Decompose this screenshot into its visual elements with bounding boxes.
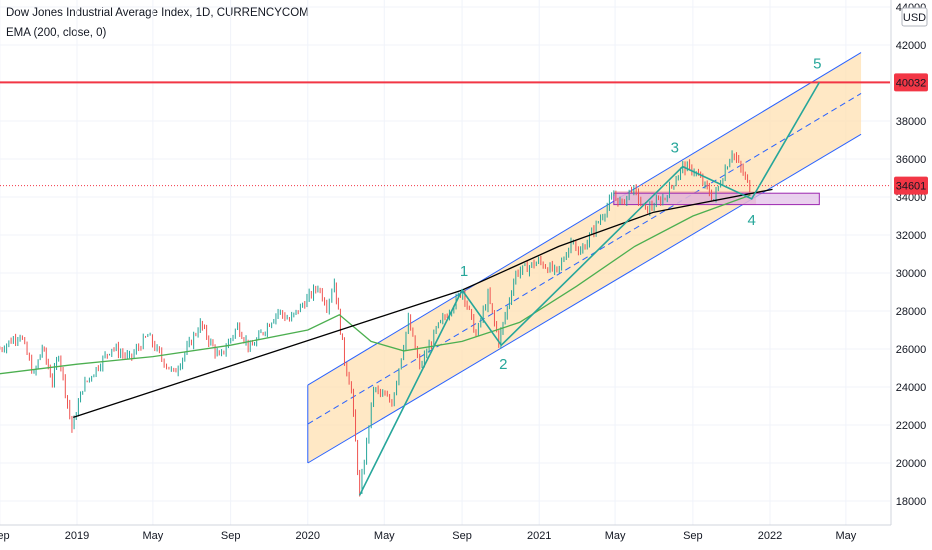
current-price-label: 34601 [896, 181, 927, 193]
x-tick-label: Sep [0, 530, 10, 542]
y-tick-label: 24000 [896, 382, 927, 394]
wave-label-2: 2 [499, 356, 507, 373]
plot-area: 1 2 3 4 5 [0, 0, 890, 525]
channel-mid-line [307, 93, 862, 425]
currency-box [901, 7, 928, 27]
price-bars [0, 150, 751, 497]
x-tick-label: May [374, 530, 395, 542]
y-tick-label: 38000 [896, 116, 927, 128]
trend-line [72, 188, 773, 419]
channel-lower-line [307, 133, 862, 464]
y-tick-label: 22000 [896, 420, 927, 432]
chart-title: Dow Jones Industrial Average Index, 1D, … [6, 7, 309, 19]
channel-fill [307, 52, 862, 463]
x-tick-label: Sep [683, 530, 703, 542]
y-tick-label: 34000 [896, 192, 927, 204]
y-tick-label: 36000 [896, 154, 927, 166]
wave-label-5: 5 [813, 55, 821, 72]
y-tick-label: 32000 [896, 230, 927, 242]
x-tick-label: 2021 [527, 530, 551, 542]
wave-label-4: 4 [747, 212, 755, 229]
resistance-price-label: 40032 [896, 77, 927, 89]
support-zone [613, 192, 820, 206]
y-tick-label: 28000 [896, 306, 927, 318]
elliott-wave-path [358, 81, 820, 496]
x-tick-label: Sep [452, 530, 472, 542]
y-tick-label: 18000 [896, 496, 927, 508]
y-tick-label: 30000 [896, 268, 927, 280]
x-tick-label: Sep [221, 530, 241, 542]
y-tick-label: 20000 [896, 458, 927, 470]
wave-label-1: 1 [460, 263, 468, 280]
currency-label: USD [903, 12, 926, 24]
current-price-label-bg [894, 176, 928, 195]
x-tick-label: 2022 [758, 530, 782, 542]
x-tick-label: May [835, 530, 856, 542]
x-tick-label: May [605, 530, 626, 542]
x-tick-label: 2020 [296, 530, 320, 542]
ema-indicator-label: EMA (200, close, 0) [6, 27, 107, 39]
x-tick-label: May [142, 530, 163, 542]
x-tick-label: 2019 [65, 530, 89, 542]
resistance-price-label-bg [894, 73, 928, 92]
channel-upper-line [307, 52, 862, 386]
wave-label-3: 3 [671, 140, 679, 157]
y-tick-label: 42000 [896, 40, 927, 52]
y-tick-label: 26000 [896, 344, 927, 356]
ema-line [0, 194, 751, 375]
